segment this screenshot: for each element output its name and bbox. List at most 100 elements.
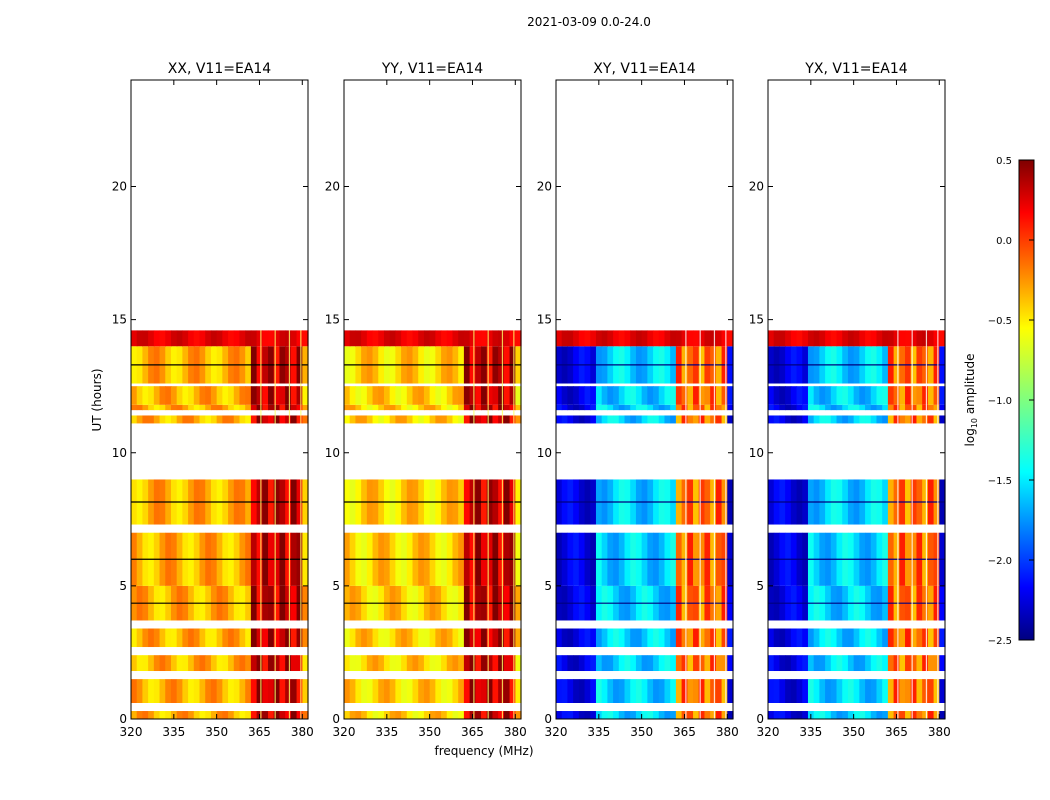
- heatmap-cell: [250, 330, 258, 347]
- heatmap-cell: [653, 655, 660, 672]
- heatmap-cell: [807, 628, 815, 648]
- y-tick-label: 0: [756, 712, 764, 726]
- heatmap-cell: [578, 711, 586, 719]
- heatmap-cell: [418, 628, 425, 648]
- heatmap-cell: [372, 655, 379, 672]
- heatmap-cell: [727, 404, 734, 411]
- heatmap-cell: [842, 386, 849, 405]
- heatmap-cell: [498, 386, 505, 405]
- heatmap-cell: [630, 711, 637, 719]
- heatmap-cell: [796, 415, 803, 424]
- heatmap-cell: [366, 628, 374, 648]
- heatmap-cell: [842, 711, 849, 719]
- heatmap-cell: [601, 330, 608, 347]
- heatmap-cell: [768, 404, 775, 411]
- heatmap-cell: [807, 330, 815, 347]
- heatmap-cell: [349, 711, 357, 719]
- colorbar-tick-label: −2.0: [988, 556, 1012, 567]
- heatmap-cell: [245, 415, 252, 424]
- heatmap-cell: [601, 655, 608, 672]
- heatmap-cell: [859, 404, 866, 411]
- heatmap-cell: [899, 330, 906, 347]
- heatmap-cell: [779, 404, 786, 411]
- heatmap-cell: [819, 679, 826, 704]
- heatmap-cell: [142, 415, 149, 424]
- heatmap-cell: [893, 386, 900, 405]
- heatmap-cell: [423, 330, 431, 347]
- heatmap-cell: [859, 628, 866, 648]
- heatmap-cell: [165, 679, 172, 704]
- heatmap-cell: [395, 404, 402, 411]
- panel-frame: [555, 79, 734, 720]
- heatmap-cell: [584, 628, 591, 648]
- x-tick-label: 380: [504, 725, 527, 739]
- heatmap-cell: [165, 655, 172, 672]
- heatmap-cell: [285, 628, 292, 648]
- heatmap-cell: [785, 679, 792, 704]
- heatmap-cell: [590, 404, 597, 411]
- heatmap-cell: [210, 628, 218, 648]
- heatmap-cell: [418, 711, 425, 719]
- heatmap-cell: [916, 386, 923, 405]
- heatmap-cell: [503, 711, 511, 719]
- heatmap-cell: [859, 415, 866, 424]
- heatmap-cell: [607, 330, 614, 347]
- heatmap-cell: [670, 679, 677, 704]
- heatmap-cell: [825, 628, 832, 648]
- heatmap-cell: [561, 386, 569, 405]
- heatmap-cell: [590, 330, 597, 347]
- heatmap-cell: [429, 330, 436, 347]
- heatmap-cell: [698, 415, 706, 424]
- heatmap-cell: [188, 404, 195, 411]
- heatmap-cell: [561, 404, 569, 411]
- heatmap-cell: [675, 330, 683, 347]
- heatmap-cell: [870, 711, 878, 719]
- heatmap-cell: [779, 711, 786, 719]
- heatmap-cell: [268, 404, 275, 411]
- heatmap-cell: [210, 330, 218, 347]
- heatmap-cell: [435, 628, 442, 648]
- heatmap-cell: [131, 415, 138, 424]
- heatmap-cell: [372, 628, 379, 648]
- heatmap-cell: [475, 655, 482, 672]
- heatmap-cell: [768, 679, 775, 704]
- heatmap-cell: [475, 330, 482, 347]
- heatmap-cell: [819, 711, 826, 719]
- heatmap-cell: [498, 679, 505, 704]
- heatmap-cell: [441, 628, 448, 648]
- y-tick-label: 5: [756, 579, 764, 593]
- heatmap-cell: [205, 404, 212, 411]
- heatmap-cell: [653, 711, 660, 719]
- heatmap-cell: [584, 404, 591, 411]
- heatmap-cell: [395, 415, 402, 424]
- heatmap-cell: [296, 655, 303, 672]
- heatmap-cell: [344, 679, 351, 704]
- heatmap-cell: [148, 679, 155, 704]
- heatmap-cell: [458, 330, 465, 347]
- heatmap-cell: [429, 628, 436, 648]
- heatmap-cell: [870, 330, 878, 347]
- heatmap-cell: [567, 628, 574, 648]
- heatmap-cell: [768, 655, 775, 672]
- heatmap-cell: [285, 330, 292, 347]
- heatmap-cell: [481, 330, 488, 347]
- heatmap-cell: [630, 679, 637, 704]
- heatmap-cell: [423, 655, 431, 672]
- heatmap-cell: [245, 628, 252, 648]
- heatmap-cell: [503, 404, 511, 411]
- heatmap-cell: [509, 404, 516, 411]
- heatmap-cell: [836, 711, 843, 719]
- heatmap-cell: [847, 655, 855, 672]
- heatmap-cell: [768, 330, 775, 347]
- heatmap-cell: [515, 330, 522, 347]
- heatmap-cell: [170, 330, 178, 347]
- heatmap-cell: [273, 655, 281, 672]
- heatmap-cell: [245, 655, 252, 672]
- heatmap-cell: [870, 655, 878, 672]
- heatmap-cell: [836, 330, 843, 347]
- heatmap-cell: [578, 655, 586, 672]
- heatmap-cell: [250, 386, 258, 405]
- x-tick-label: 320: [757, 725, 780, 739]
- heatmap-cell: [233, 404, 241, 411]
- heatmap-cell: [693, 386, 700, 405]
